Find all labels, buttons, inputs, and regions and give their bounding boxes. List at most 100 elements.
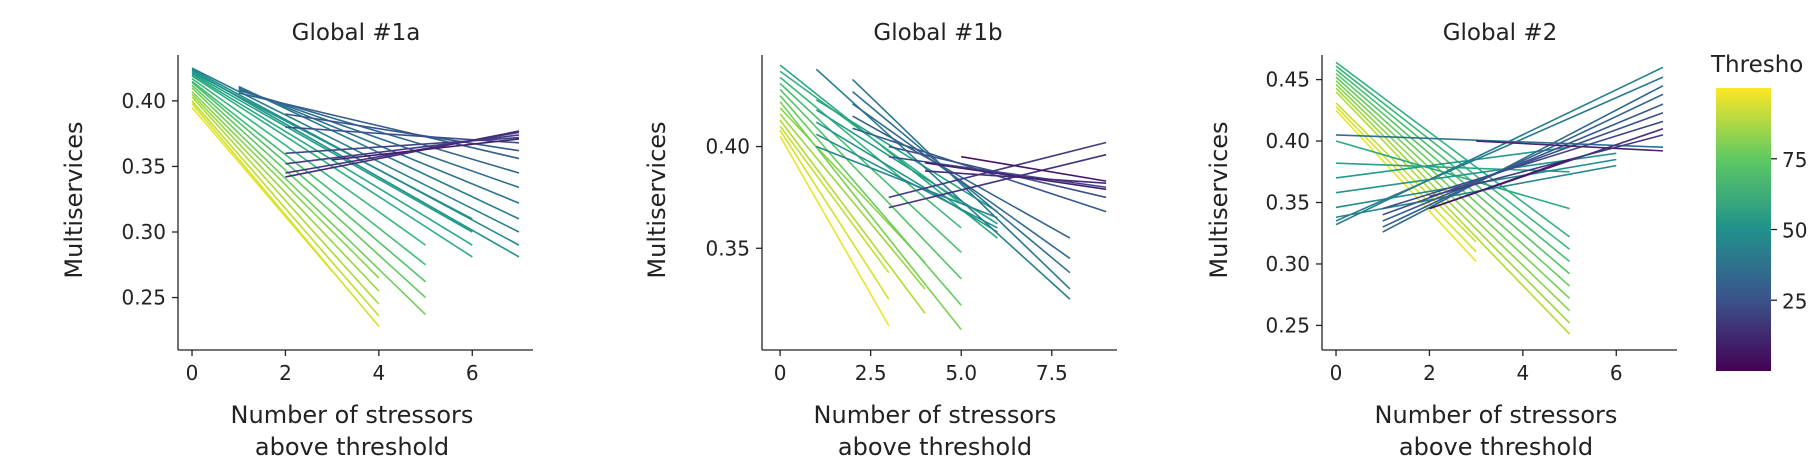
series-line-29: [332, 138, 520, 161]
series-line-7: [779, 95, 962, 306]
series-line-25: [888, 155, 1107, 189]
series-line-10: [1335, 65, 1571, 250]
x-axis-label-line-1: Number of stressors: [814, 401, 1057, 429]
x-tick-label: 4: [372, 361, 385, 385]
series-line-21: [852, 103, 1071, 260]
series-line-30: [961, 155, 1107, 182]
series-line-26: [888, 141, 1107, 199]
series-line-11: [191, 75, 473, 258]
series-line-4: [779, 113, 926, 290]
x-axis-label-line-1: Number of stressors: [1375, 401, 1618, 429]
x-tick-label: 0: [774, 361, 787, 385]
series-line-15: [815, 121, 998, 233]
series-line-5: [191, 91, 380, 279]
series-line-9: [1335, 69, 1571, 263]
series-line-28: [1476, 140, 1664, 152]
series-line-5: [1335, 83, 1571, 312]
series-line-12: [1335, 140, 1570, 210]
series-line-7: [191, 84, 427, 299]
series-line-5: [779, 107, 926, 264]
series-line-11: [1335, 61, 1571, 238]
x-tick-label: 2: [279, 361, 292, 385]
series-line-23: [285, 113, 520, 152]
y-tick-label: 0.25: [121, 286, 166, 310]
series-line-28: [924, 170, 1107, 184]
x-tick-label: 5.0: [945, 361, 977, 385]
y-tick-label: 0.40: [1265, 129, 1310, 153]
series-line-20: [1335, 134, 1664, 148]
series-line-19: [852, 78, 1071, 290]
series-line-3: [1335, 91, 1571, 335]
y-tick-label: 0.35: [1265, 191, 1310, 215]
series-line-13: [815, 99, 998, 213]
series-line-6: [191, 87, 427, 316]
colorbar-tick-label: 75: [1782, 148, 1807, 172]
y-axis-label: Multiservices: [60, 121, 88, 278]
series-lines: [1335, 61, 1664, 335]
series-line-29: [1429, 158, 1570, 210]
series-line-13: [191, 72, 473, 233]
y-tick-label: 0.30: [121, 220, 166, 244]
colorbar-title: Thresho: [1710, 52, 1803, 78]
series-line-22: [238, 92, 520, 160]
series-line-0: [779, 135, 890, 326]
x-tick-label: 2.5: [855, 361, 887, 385]
series-line-20: [238, 88, 520, 189]
x-tick-label: 4: [1516, 361, 1529, 385]
series-line-12: [191, 73, 473, 246]
x-tick-label: 2: [1423, 361, 1436, 385]
series-line-4: [1335, 87, 1571, 324]
series-line-8: [779, 89, 962, 280]
y-tick-label: 0.35: [121, 154, 166, 178]
x-tick-label: 6: [1610, 361, 1623, 385]
series-line-3: [779, 119, 926, 314]
subplot-title: Global #1a: [292, 20, 421, 46]
subplot-global-2: Global #2 Multiservices Number of stress…: [1205, 20, 1677, 461]
series-line-2: [1335, 102, 1477, 243]
series-line-19: [1335, 76, 1664, 222]
series-line-4: [191, 93, 380, 292]
series-line-6: [779, 101, 962, 331]
x-tick-label: 7.5: [1036, 361, 1068, 385]
subplot-title: Global #2: [1443, 20, 1558, 46]
series-line-1: [1335, 106, 1477, 253]
y-tick-label: 0.40: [705, 135, 750, 159]
series-line-18: [1335, 66, 1664, 226]
series-line-22: [852, 115, 1071, 239]
subplot-global-1a: Global #1a Multiservices Number of stres…: [60, 20, 533, 461]
series-line-2: [779, 125, 890, 274]
series-line-23: [1382, 103, 1664, 222]
y-tick-label: 0.45: [1265, 68, 1310, 92]
series-line-17: [191, 67, 520, 233]
y-tick-label: 0.40: [121, 89, 166, 113]
colorbar-gradient: [1716, 88, 1771, 371]
series-line-28: [285, 130, 520, 178]
series-line-29: [924, 162, 1107, 191]
series-line-8: [191, 81, 427, 283]
series-line-25: [1382, 120, 1664, 210]
series-line-1: [779, 129, 890, 300]
series-line-8: [1335, 72, 1571, 275]
x-axis-label-line-2: above threshold: [838, 433, 1032, 461]
y-tick-label: 0.25: [1265, 313, 1310, 337]
x-tick-label: 6: [466, 361, 479, 385]
x-axis-label-line-1: Number of stressors: [231, 401, 474, 429]
colorbar-tick-label: 50: [1782, 219, 1807, 243]
series-line-7: [1335, 76, 1571, 287]
subplot-global-1b: Global #1b Multiservices Number of stres…: [643, 20, 1117, 461]
series-line-22: [1382, 93, 1664, 228]
series-line-19: [238, 87, 520, 204]
y-axis-label: Multiservices: [643, 121, 671, 278]
series-line-24: [1382, 112, 1664, 216]
x-axis-label-line-2: above threshold: [1399, 433, 1593, 461]
series-line-14: [815, 109, 998, 225]
series-line-27: [888, 153, 1107, 209]
series-line-10: [779, 76, 962, 229]
y-tick-label: 0.35: [705, 236, 750, 260]
series-lines: [779, 64, 1107, 331]
colorbar-tick-label: 25: [1782, 289, 1807, 313]
colorbar: Thresho 75 50 25: [1710, 52, 1807, 371]
x-tick-label: 0: [186, 361, 199, 385]
series-line-16: [815, 133, 998, 229]
